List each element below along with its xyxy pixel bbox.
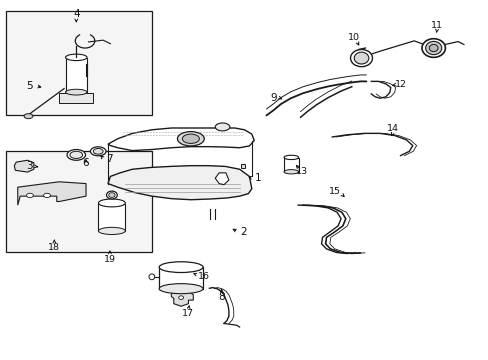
Text: 9: 9 [270, 93, 277, 103]
Ellipse shape [159, 284, 203, 294]
Ellipse shape [284, 170, 298, 174]
Ellipse shape [98, 199, 125, 207]
Text: 6: 6 [82, 158, 89, 168]
Ellipse shape [149, 274, 155, 280]
Ellipse shape [159, 262, 203, 273]
Ellipse shape [215, 123, 229, 131]
Text: 15: 15 [328, 187, 340, 196]
Ellipse shape [284, 155, 298, 159]
Ellipse shape [428, 44, 437, 51]
Text: 1: 1 [254, 173, 261, 183]
Polygon shape [14, 160, 34, 172]
Polygon shape [171, 289, 193, 306]
Ellipse shape [350, 49, 372, 67]
Ellipse shape [177, 132, 204, 146]
Bar [98, 204, 125, 231]
Bar [159, 267, 203, 289]
Ellipse shape [353, 52, 368, 64]
Text: 16: 16 [197, 271, 209, 280]
Ellipse shape [65, 54, 87, 60]
Ellipse shape [106, 191, 117, 199]
Bar [5, 151, 152, 252]
Text: 5: 5 [26, 81, 33, 91]
Text: 12: 12 [394, 80, 406, 89]
Text: 18: 18 [48, 243, 60, 252]
Ellipse shape [178, 296, 183, 300]
Ellipse shape [182, 134, 199, 143]
Text: 13: 13 [295, 167, 307, 176]
Bar [65, 58, 87, 92]
Ellipse shape [26, 193, 33, 198]
Polygon shape [18, 182, 86, 205]
Text: 11: 11 [430, 21, 442, 30]
Text: 4: 4 [73, 9, 80, 19]
Polygon shape [108, 166, 251, 200]
Ellipse shape [98, 227, 125, 234]
Text: 3: 3 [25, 161, 32, 171]
Text: 7: 7 [105, 154, 112, 164]
Polygon shape [108, 128, 254, 150]
Text: 14: 14 [386, 124, 398, 133]
Bar [59, 93, 93, 103]
Text: 8: 8 [218, 292, 224, 302]
Text: 2: 2 [240, 227, 246, 237]
Text: 17: 17 [181, 309, 193, 318]
Ellipse shape [93, 148, 103, 154]
Text: 19: 19 [104, 255, 116, 264]
Ellipse shape [421, 39, 445, 57]
Ellipse shape [67, 149, 85, 160]
Bar [5, 12, 152, 116]
Polygon shape [215, 173, 228, 185]
Ellipse shape [24, 114, 33, 119]
Ellipse shape [108, 193, 115, 197]
Bar [240, 164, 245, 168]
Bar [284, 158, 298, 172]
Ellipse shape [90, 147, 106, 156]
Ellipse shape [65, 89, 87, 95]
Ellipse shape [425, 41, 441, 55]
Text: 10: 10 [347, 33, 360, 42]
Ellipse shape [70, 151, 82, 158]
Ellipse shape [43, 193, 50, 198]
